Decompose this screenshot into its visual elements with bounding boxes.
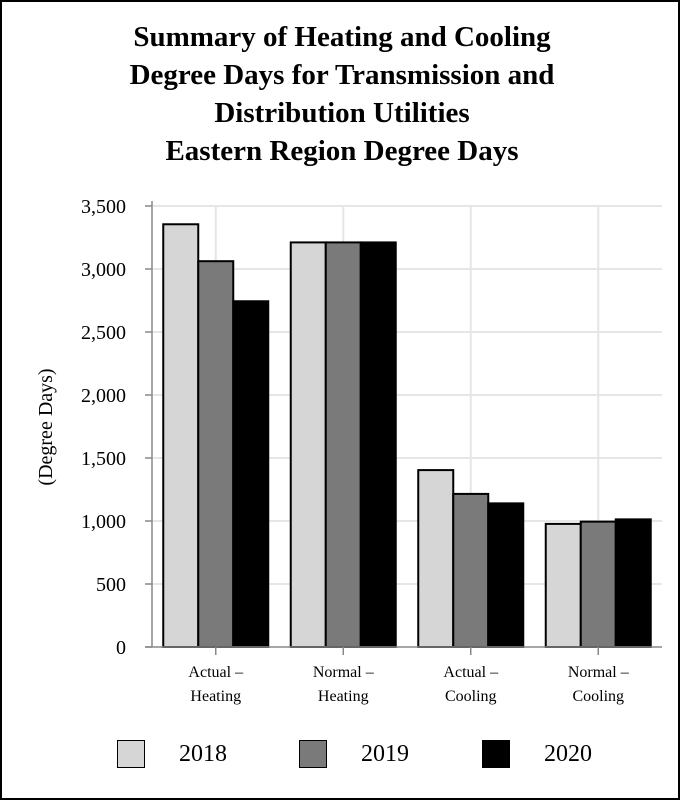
title-line-3: Distribution Utilities bbox=[214, 97, 470, 129]
x-tick-label: Cooling bbox=[572, 688, 624, 705]
y-tick-label: 3,000 bbox=[81, 259, 126, 281]
y-tick-label: 500 bbox=[96, 574, 126, 596]
bar-2019 bbox=[197, 260, 235, 648]
legend-swatch bbox=[482, 740, 510, 768]
y-axis-label: (Degree Days) bbox=[35, 368, 57, 485]
bar-2019 bbox=[324, 241, 362, 648]
legend-item-2018: 2018 bbox=[117, 740, 227, 768]
bar-2020 bbox=[614, 518, 652, 648]
bar-2019 bbox=[579, 520, 617, 649]
x-tick-label: Actual – bbox=[443, 664, 499, 681]
legend-item-2020: 2020 bbox=[482, 740, 592, 768]
legend-label: 2018 bbox=[179, 740, 227, 767]
y-tick-label: 0 bbox=[116, 637, 126, 659]
y-tick-label: 1,000 bbox=[81, 511, 126, 533]
y-tick-label: 3,500 bbox=[81, 196, 126, 218]
bar-2018 bbox=[162, 223, 200, 649]
x-tick-label: Normal – bbox=[313, 664, 375, 681]
bar-2018 bbox=[417, 469, 455, 649]
bar-2020 bbox=[487, 502, 525, 648]
bar-2018 bbox=[544, 522, 582, 649]
y-tick-label: 2,500 bbox=[81, 322, 126, 344]
bar-2020 bbox=[359, 241, 397, 648]
bar-2019 bbox=[452, 492, 490, 648]
bar-2020 bbox=[232, 300, 270, 648]
x-tick-label: Cooling bbox=[445, 688, 497, 705]
y-tick-label: 1,500 bbox=[81, 448, 126, 470]
x-tick-label: Normal – bbox=[568, 664, 630, 681]
legend-swatch bbox=[299, 740, 327, 768]
legend: 2018 2019 2020 bbox=[2, 740, 678, 780]
x-tick-label: Heating bbox=[318, 688, 369, 705]
chart-title: Summary of Heating and Cooling Degree Da… bbox=[2, 18, 678, 170]
x-tick-label: Actual – bbox=[188, 664, 244, 681]
legend-item-2019: 2019 bbox=[299, 740, 409, 768]
legend-swatch bbox=[117, 740, 145, 768]
legend-label: 2020 bbox=[544, 740, 592, 767]
bar-chart: 0 500 1,000 1,500 2,000 2,500 3,000 3,500 Actual… bbox=[35, 196, 662, 705]
title-line-1: Summary of Heating and Cooling bbox=[133, 21, 551, 53]
title-line-2: Degree Days for Transmission and bbox=[129, 59, 555, 91]
title-line-4: Eastern Region Degree Days bbox=[165, 135, 519, 167]
x-tick-label: Heating bbox=[190, 688, 241, 705]
legend-label: 2019 bbox=[361, 740, 409, 767]
y-tick-label: 2,000 bbox=[81, 385, 126, 407]
bar-2018 bbox=[289, 241, 327, 648]
